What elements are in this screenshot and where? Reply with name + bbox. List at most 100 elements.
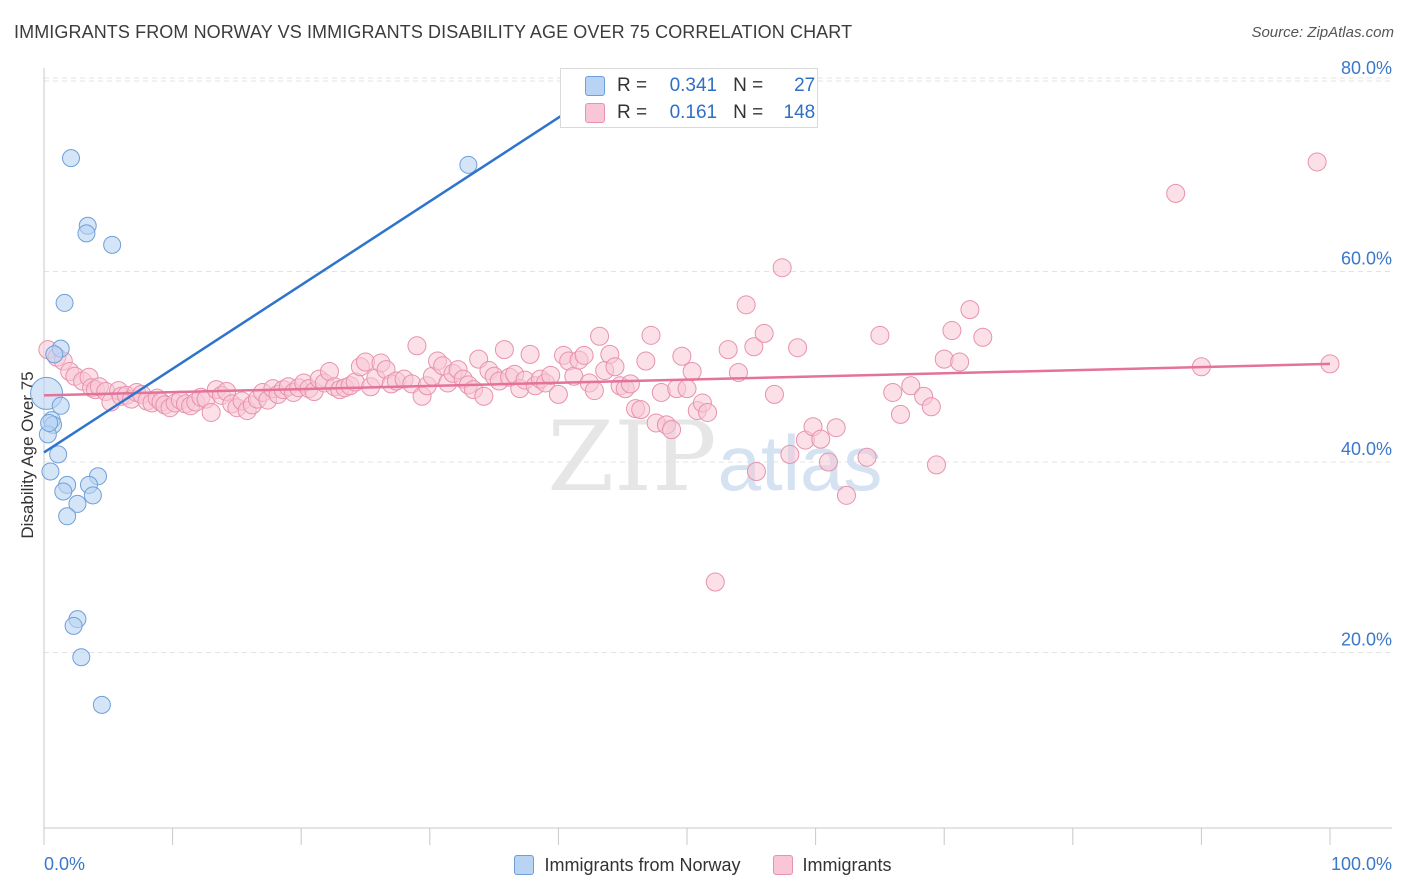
data-point-immigrants [641,325,661,345]
data-point-immigrants [574,345,594,365]
data-point-immigrants [605,357,625,377]
data-point-immigrants [744,337,764,357]
legend-n-value-norway: 27 [794,75,816,96]
data-point-norway [459,155,478,174]
data-point-immigrants [788,338,808,358]
legend-row-immigrants: R = 0.161 N = 148 [585,101,815,125]
x-tick-labels: 0.0% 100.0% [44,854,1392,874]
chart-title: IMMIGRANTS FROM NORWAY VS IMMIGRANTS DIS… [14,22,853,42]
data-point-immigrants [942,321,962,341]
data-point-immigrants [705,572,725,592]
y-tick-label: 20.0% [1341,630,1392,650]
data-point-norway [103,235,122,254]
data-point-immigrants [1307,152,1327,172]
x-tick-label: 100.0% [1331,854,1392,874]
data-point-norway [51,396,70,415]
data-point-immigrants [921,397,941,417]
data-point-immigrants [520,344,540,364]
y-tick-label: 40.0% [1341,439,1392,459]
source-label: Source: ZipAtlas.com [1251,24,1394,41]
data-point-immigrants [548,384,568,404]
legend-row-norway: R = 0.341 N = 27 [585,74,815,98]
data-point-norway [68,494,87,513]
data-point-immigrants [973,327,993,347]
data-point-norway [54,482,73,501]
legend-label-norway: Immigrants from Norway [544,854,741,875]
data-point-norway [64,616,83,635]
data-point-norway [77,224,96,243]
data-point-immigrants [818,452,838,472]
legend-swatch-immigrants [585,103,605,123]
trend-line-norway [43,113,565,454]
data-point-norway [92,695,111,714]
data-point-immigrants [836,485,856,505]
data-point-immigrants [682,362,702,382]
data-point-immigrants [474,386,494,406]
data-point-immigrants [201,402,221,422]
data-point-immigrants [584,381,604,401]
series-legend: Immigrants from Norway Immigrants [0,852,1406,878]
legend-r-value-immigrants: 0.161 [669,102,718,123]
watermark-atlas: atlas [718,419,883,507]
data-point-norway [62,149,81,168]
data-point-immigrants [541,365,561,385]
data-point-norway [41,462,60,481]
y-tick-label: 60.0% [1341,249,1392,269]
correlation-legend: R = 0.341 N = 27 R = 0.161 N = 148 [560,68,818,128]
data-point-immigrants [901,376,921,396]
trend-lines [43,113,1331,454]
data-point-immigrants [950,352,970,372]
data-point-norway [72,648,91,667]
data-point-immigrants [772,258,792,278]
data-point-norway [55,293,74,312]
y-tick-label: 80.0% [1341,58,1392,78]
data-point-immigrants [636,351,656,371]
legend-n-label: N = [733,102,764,123]
data-point-immigrants [764,384,784,404]
x-tick-marks [43,828,1331,845]
data-point-immigrants [631,400,651,420]
trend-line-immigrants [43,362,1331,397]
data-point-norway [58,507,77,526]
data-point-immigrants [1166,183,1186,203]
data-point-norway [83,486,102,505]
legend-n-label: N = [733,75,764,96]
legend-r-label: R = [617,75,648,96]
data-point-immigrants [960,300,980,320]
data-point-immigrants [494,340,514,360]
watermark: ZIP atlas [547,401,882,513]
data-point-immigrants [620,374,640,394]
data-point-immigrants [746,462,766,482]
data-point-norway [45,345,64,364]
x-tick-label: 0.0% [44,854,85,874]
data-point-immigrants [780,444,800,464]
series-norway-points [30,149,478,714]
legend-swatch-immigrants [772,855,793,875]
data-point-immigrants [407,336,427,356]
y-tick-labels: 20.0% 40.0% 60.0% 80.0% [1341,58,1392,650]
data-point-immigrants [926,455,946,475]
data-point-immigrants [590,326,610,346]
data-point-immigrants [857,447,877,467]
legend-item-norway[interactable]: Immigrants from Norway [514,854,741,876]
legend-item-immigrants[interactable]: Immigrants [772,855,892,876]
data-point-immigrants [698,402,718,422]
axes [43,68,1392,829]
data-point-immigrants [754,323,774,343]
series-immigrants-points [38,152,1340,592]
data-point-immigrants [728,362,748,382]
watermark-zip: ZIP [547,401,716,513]
legend-r-label: R = [617,102,648,123]
data-point-immigrants [883,382,903,402]
data-point-immigrants [736,295,756,315]
data-point-immigrants [662,420,682,440]
legend-swatch-norway [514,855,535,875]
legend-swatch-norway [585,76,605,96]
legend-n-value-immigrants: 148 [783,102,816,123]
data-point-immigrants [870,325,890,345]
data-point-immigrants [718,340,738,360]
gridlines [44,77,1392,653]
data-point-immigrants [934,349,954,369]
legend-r-value-norway: 0.341 [669,75,718,96]
